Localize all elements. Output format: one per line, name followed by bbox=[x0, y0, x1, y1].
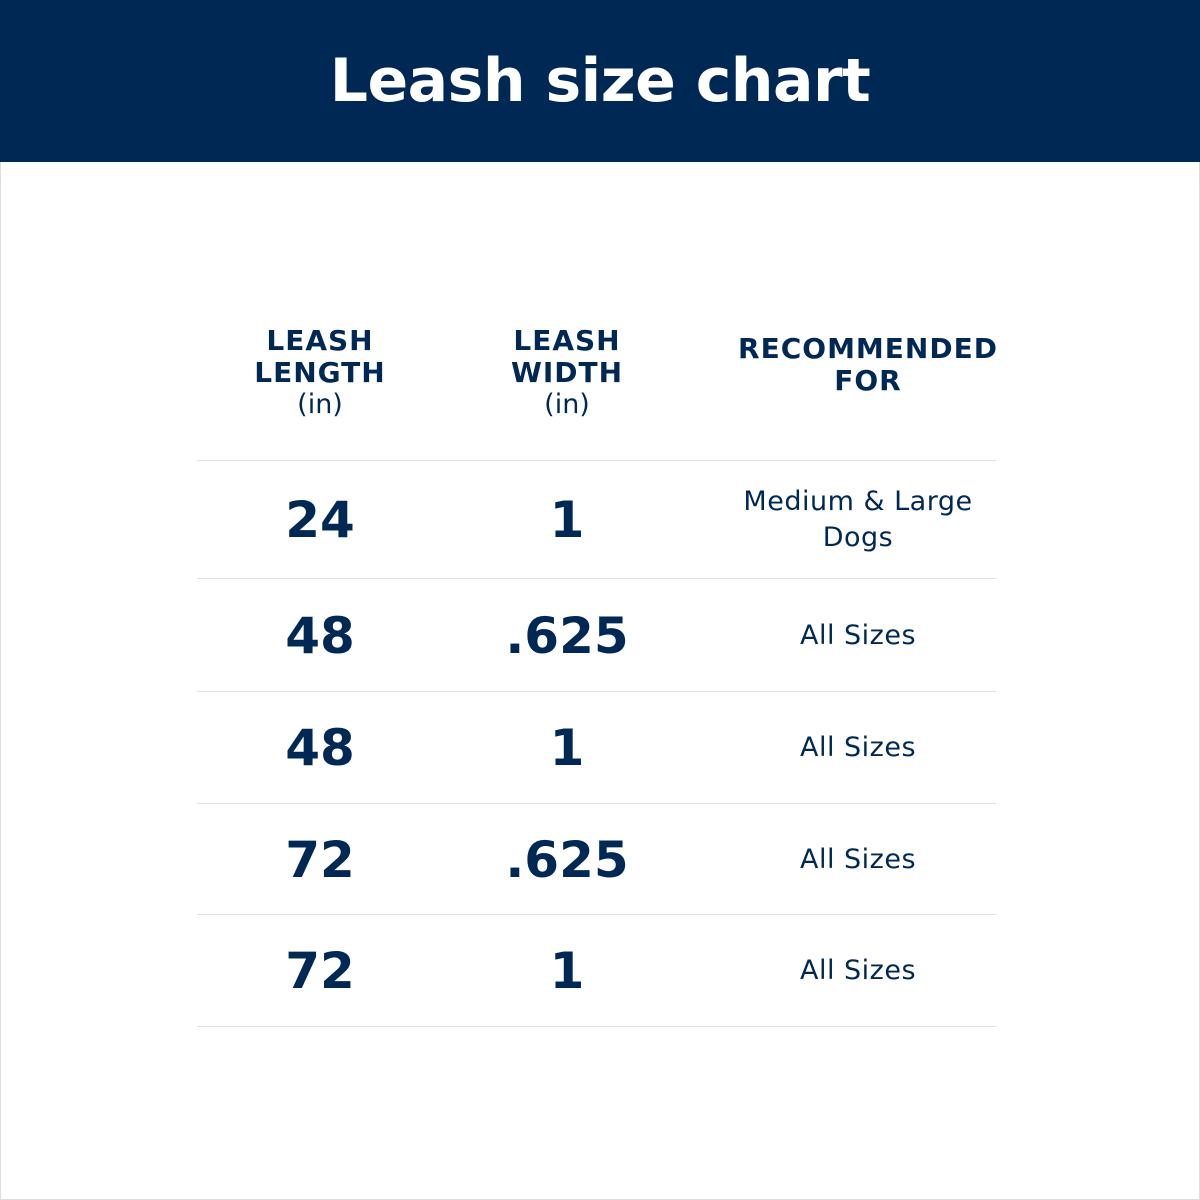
column-header-recommended-for: RECOMMENDED FOR bbox=[718, 333, 1018, 397]
row-divider bbox=[197, 1026, 996, 1027]
cell-recommended-for: Medium & Large Dogs bbox=[743, 486, 973, 553]
column-header-line: WIDTH bbox=[510, 356, 624, 389]
column-header-leash-width: LEASH WIDTH (in) bbox=[447, 325, 687, 421]
cell-leash-length: 72 bbox=[285, 830, 355, 889]
column-header-unit: (in) bbox=[297, 389, 343, 420]
row-divider bbox=[197, 914, 996, 915]
column-header-line: FOR bbox=[834, 364, 902, 397]
column-header-unit: (in) bbox=[544, 389, 590, 420]
row-divider bbox=[197, 578, 996, 579]
cell-recommended-for: All Sizes bbox=[799, 843, 917, 875]
page-title: Leash size chart bbox=[329, 46, 871, 116]
cell-leash-length: 24 bbox=[285, 491, 355, 549]
column-header-leash-length: LEASH LENGTH (in) bbox=[200, 325, 440, 421]
row-divider bbox=[197, 803, 996, 804]
cell-recommended-for: All Sizes bbox=[799, 955, 917, 986]
column-header-line: RECOMMENDED bbox=[738, 332, 998, 365]
cell-leash-width: 1 bbox=[549, 491, 585, 549]
cell-leash-width: 1 bbox=[549, 719, 585, 777]
header-banner: Leash size chart bbox=[0, 0, 1200, 162]
cell-leash-length: 48 bbox=[285, 719, 355, 777]
column-header-line: LEASH bbox=[513, 324, 621, 357]
cell-recommended-for: All Sizes bbox=[799, 619, 917, 651]
column-header-line: LEASH bbox=[266, 324, 374, 357]
cell-recommended-for: All Sizes bbox=[799, 732, 917, 763]
cell-leash-width: .625 bbox=[505, 830, 629, 889]
cell-leash-length: 72 bbox=[285, 942, 355, 1000]
cell-leash-width: .625 bbox=[505, 606, 629, 665]
row-divider bbox=[197, 691, 996, 692]
cell-leash-length: 48 bbox=[285, 606, 355, 665]
row-divider bbox=[197, 460, 996, 461]
cell-leash-width: 1 bbox=[549, 942, 585, 1000]
column-header-line: LENGTH bbox=[254, 356, 386, 389]
